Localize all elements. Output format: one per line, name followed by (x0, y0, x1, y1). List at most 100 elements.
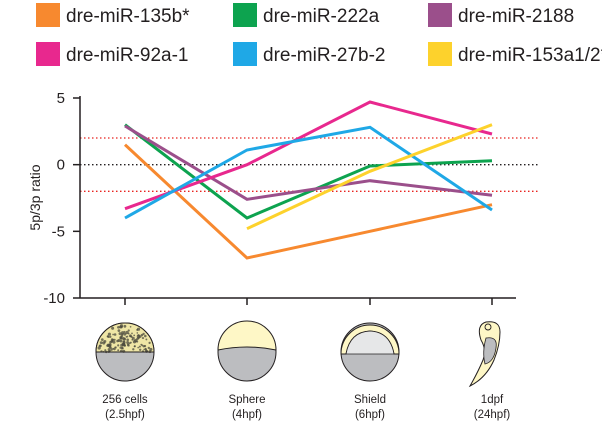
legend-dre-mir-153a1-2-label: dre-miR-153a1/2** (458, 45, 602, 66)
legend-dre-mir-222a-label: dre-miR-222a (263, 6, 380, 27)
y-tick-label-5: 5 (57, 90, 65, 107)
stage-time-sphere: (4hpf) (232, 409, 262, 421)
series-line-dre-mir-153a1-2 (246, 123, 493, 231)
blastomere-dot (129, 325, 132, 328)
blastomere-dot (121, 331, 125, 335)
blastomere-dot (98, 344, 101, 347)
yolk-sac (483, 337, 497, 365)
blastomere-dot (119, 325, 123, 329)
blastomere-dot (116, 339, 119, 343)
legend-dre-mir-2188-label: dre-miR-2188 (458, 6, 574, 27)
blastomere-dot (147, 346, 150, 350)
blastomere-dot (117, 329, 121, 332)
legend-dre-mir-222a-swatch (233, 3, 257, 27)
y-tick-label-minus-10: -10 (43, 290, 65, 307)
blastomere-dot (144, 347, 147, 350)
blastomere-dot (111, 326, 115, 330)
blastomere-dot (142, 332, 145, 336)
stage-illustrations: 256 cells (2.5hpf) Sphere (4hpf) Shield (6hpf… (95, 320, 511, 421)
stage-label-256-cells: 256 cells (102, 394, 148, 406)
legend-dre-mir-27b-2-swatch (233, 42, 257, 66)
blastomere-dot (141, 337, 145, 340)
blastomere-dot (131, 336, 135, 340)
blastomere-dot (145, 338, 148, 341)
blastomere-dot (148, 341, 151, 345)
blastomere-dot (126, 341, 130, 344)
legend: dre-miR-135b* dre-miR-222a dre-miR-2188 dre… (36, 3, 602, 66)
embryo-shield-icon (340, 322, 400, 382)
stage-time-shield: (6hpf) (355, 409, 385, 421)
blastomere-dot (126, 343, 130, 346)
blastomere-dot (143, 344, 147, 348)
blastomere-dot (136, 332, 139, 334)
stage-label-1dpf: 1dpf (481, 394, 504, 406)
blastomere-dot (104, 349, 107, 352)
series-lines (123, 100, 493, 260)
legend-dre-mir-92a-1-label: dre-miR-92a-1 (66, 45, 188, 66)
blastomere-dot (112, 340, 116, 344)
blastomere-dot (109, 335, 112, 338)
legend-dre-mir-2188-swatch (428, 3, 452, 27)
blastomere-dot (121, 347, 124, 349)
embryo-256-cells-icon (95, 322, 155, 382)
blastomere-dot (106, 335, 109, 338)
legend-dre-mir-153a1-2-swatch (428, 42, 452, 66)
legend-dre-mir-135b-label: dre-miR-135b* (66, 6, 190, 27)
blastomere-dot (119, 335, 123, 340)
blastomere-dot (121, 343, 126, 347)
blastomere-dot (125, 330, 129, 335)
blastomere-dot (122, 337, 125, 340)
stage-time-1dpf: (24hpf) (474, 409, 511, 421)
series-line-dre-mir-27b-2 (124, 125, 493, 220)
blastomere-dot (140, 333, 144, 337)
blastomere-dot (117, 349, 120, 352)
eye (484, 323, 492, 331)
reference-lines (80, 137, 540, 192)
stage-label-sphere: Sphere (228, 394, 265, 406)
blastomere-dot (99, 341, 103, 344)
blastomere-dot (136, 327, 141, 331)
stage-label-shield: Shield (354, 394, 386, 406)
blastomere-dot (109, 345, 112, 348)
blastomere-dot (108, 343, 112, 347)
y-tick-label-minus-5: -5 (52, 223, 65, 240)
y-axis-title: 5p/3p ratio (27, 164, 43, 230)
blastomere-dot (138, 345, 141, 348)
embryo-1dpf-icon (468, 321, 501, 388)
blastomere-dot (100, 338, 104, 341)
blastomere-dot (117, 344, 120, 347)
stage-time-256-cells: (2.5hpf) (105, 409, 145, 421)
blastomere-dot (144, 334, 147, 338)
blastomere-dot (119, 346, 122, 349)
blastomere-dot (112, 333, 114, 336)
blastomere-dot (148, 350, 152, 354)
blastomere-dot (114, 346, 117, 349)
blastomere-dot (137, 336, 140, 340)
blastomere-dot (107, 332, 111, 336)
embryo-sphere-icon (217, 320, 277, 382)
legend-dre-mir-92a-1-swatch (36, 42, 60, 66)
blastomere-dot (133, 334, 136, 337)
blastomere-dot (102, 341, 106, 345)
blastomere-dot (110, 348, 113, 351)
blastomere-dot (123, 324, 127, 328)
blastomere-dot (111, 340, 113, 342)
blastomere-dot (140, 343, 143, 346)
series-line-dre-mir-2188 (124, 124, 493, 201)
axes: 5 0 -5 -10 5p/3p ratio (27, 90, 516, 307)
blastomere-dot (118, 332, 122, 336)
blastomere-dot (107, 348, 111, 351)
series-line-dre-mir-222a (124, 123, 493, 220)
blastomere-dot (122, 340, 126, 343)
legend-dre-mir-27b-2-label: dre-miR-27b-2 (263, 45, 385, 66)
legend-dre-mir-135b-swatch (36, 3, 60, 27)
blastomere-dot (143, 348, 146, 351)
blastomere-dot (125, 336, 128, 338)
blastomere-dot (117, 325, 120, 329)
blastomere-dot (127, 329, 130, 332)
blastomere-dot (126, 338, 130, 342)
blastomere-dot (133, 345, 136, 348)
blastomere-dot (134, 338, 138, 343)
